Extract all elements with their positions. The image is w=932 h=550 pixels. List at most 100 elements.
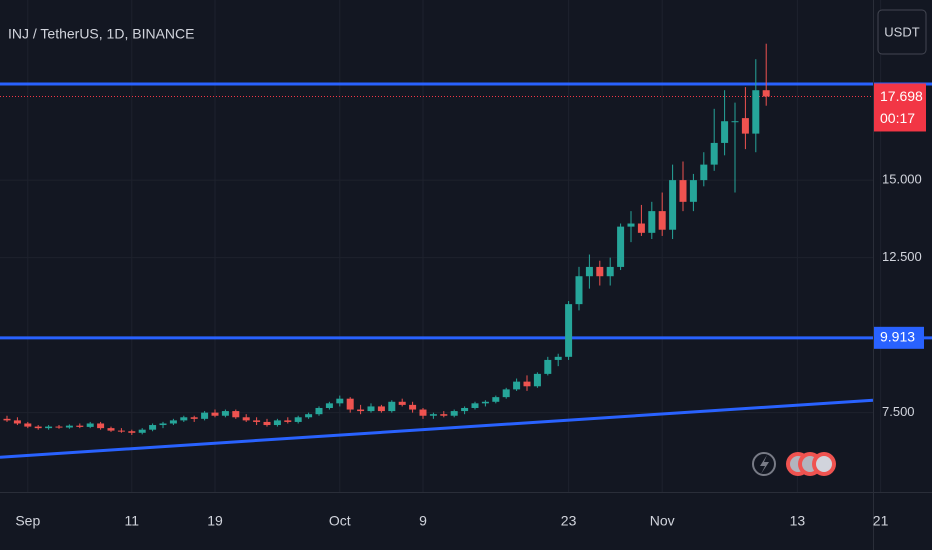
candle-body (86, 423, 94, 427)
candle-body (762, 90, 770, 97)
last-price-box (874, 83, 926, 132)
candle (450, 409, 458, 418)
candle (169, 418, 177, 426)
candle-body (533, 373, 541, 387)
candle-body (398, 401, 406, 405)
candle-body (34, 426, 42, 429)
candle-body (502, 389, 510, 398)
candle-body (565, 304, 573, 357)
candle-body (544, 359, 552, 374)
candle (107, 426, 115, 432)
candle (242, 414, 250, 422)
candle-body (357, 409, 365, 412)
candle (284, 417, 292, 424)
candle-body (294, 417, 302, 422)
candle-body (700, 164, 708, 181)
x-tick-label: Nov (650, 513, 675, 529)
candle-body (138, 429, 146, 433)
candle-body (606, 266, 614, 277)
y-tick-label: 12.500 (882, 249, 922, 264)
candle-body (409, 404, 417, 410)
candle (700, 152, 708, 187)
candle-body (169, 420, 177, 424)
currency-button[interactable] (877, 9, 927, 55)
candle (55, 425, 63, 429)
candle-body (325, 403, 333, 408)
candle (346, 397, 354, 413)
candle (429, 412, 437, 419)
candle (606, 257, 614, 286)
candle-body (284, 420, 292, 422)
candle (741, 87, 749, 150)
candle (325, 401, 333, 410)
y-tick-label: 7.500 (882, 404, 915, 419)
candle (221, 409, 229, 418)
candle (513, 378, 521, 391)
candle (544, 356, 552, 376)
candle (315, 406, 323, 416)
candle (689, 173, 697, 212)
candle-body (336, 398, 344, 404)
candle (658, 192, 666, 236)
candle-body (273, 420, 281, 426)
bottom-icons (752, 452, 836, 476)
candle-body (76, 425, 84, 427)
currency-label[interactable]: USDT (884, 24, 919, 39)
candle (679, 161, 687, 212)
candle (617, 223, 625, 271)
candle (533, 372, 541, 388)
candle (409, 401, 417, 413)
candle (502, 387, 510, 399)
candle-body (741, 118, 749, 134)
x-tick-label: Oct (329, 513, 351, 529)
candle-body (45, 426, 53, 429)
candle (721, 90, 729, 156)
candle-body (648, 211, 656, 233)
x-tick-label: 13 (790, 513, 806, 529)
candle (45, 425, 53, 430)
candle-body (637, 223, 645, 233)
candle (117, 428, 125, 433)
candle-body (679, 180, 687, 202)
candle-body (554, 356, 562, 360)
candle-body (346, 398, 354, 410)
price-label: 9.913 (880, 329, 915, 345)
candle (3, 415, 11, 422)
candle (13, 417, 21, 426)
candle-body (180, 417, 188, 421)
candle-body (367, 406, 375, 412)
candle (357, 404, 365, 415)
candle-body (24, 423, 32, 427)
candle-body (117, 430, 125, 432)
candle-body (128, 431, 136, 433)
candle (461, 406, 469, 415)
candle (565, 301, 573, 360)
candle-body (575, 276, 583, 305)
candle-body (315, 407, 323, 415)
candle-body (471, 403, 479, 408)
candle (263, 418, 271, 427)
candle (34, 425, 42, 430)
x-tick-label: 19 (207, 513, 223, 529)
x-tick-label: 9 (419, 513, 427, 529)
candle (419, 407, 427, 419)
last-price-label: 17.698 (880, 88, 923, 104)
candle (752, 59, 760, 153)
candle (762, 43, 770, 106)
candle (273, 418, 281, 427)
candle-body (305, 414, 313, 418)
countdown-label: 00:17 (880, 110, 915, 126)
candle-body (242, 417, 250, 421)
candle (398, 398, 406, 407)
candle (97, 421, 105, 430)
candle (232, 409, 240, 419)
candle (294, 415, 302, 424)
candle (648, 201, 656, 240)
candle (24, 421, 32, 429)
candle (65, 424, 73, 429)
candle (128, 429, 136, 435)
candle-body (211, 412, 219, 416)
candle (305, 412, 313, 419)
